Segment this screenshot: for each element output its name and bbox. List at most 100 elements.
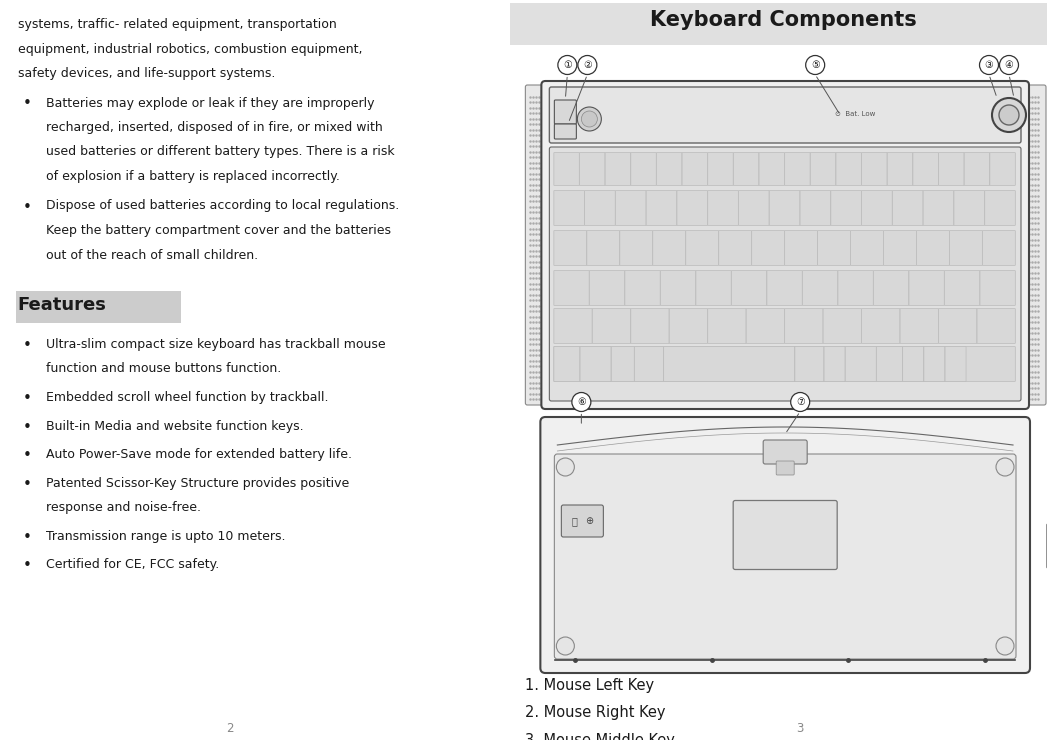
FancyBboxPatch shape <box>900 346 958 382</box>
FancyBboxPatch shape <box>634 346 664 382</box>
FancyBboxPatch shape <box>696 271 731 306</box>
Text: •: • <box>23 558 31 573</box>
Text: Keep the battery compartment cover and the batteries: Keep the battery compartment cover and t… <box>46 224 391 237</box>
FancyBboxPatch shape <box>985 190 1016 226</box>
FancyBboxPatch shape <box>540 417 1030 673</box>
FancyBboxPatch shape <box>795 346 824 382</box>
Text: response and noise-free.: response and noise-free. <box>46 501 201 514</box>
FancyBboxPatch shape <box>586 230 620 266</box>
Text: Auto Power-Save mode for extended battery life.: Auto Power-Save mode for extended batter… <box>46 448 352 461</box>
Text: ②: ② <box>583 60 592 70</box>
FancyBboxPatch shape <box>579 152 605 186</box>
FancyBboxPatch shape <box>909 271 944 306</box>
FancyBboxPatch shape <box>708 309 747 343</box>
FancyBboxPatch shape <box>733 500 838 570</box>
Text: 3. Mouse Middle Key: 3. Mouse Middle Key <box>526 733 675 740</box>
FancyBboxPatch shape <box>554 100 576 124</box>
Circle shape <box>790 392 809 411</box>
FancyBboxPatch shape <box>938 309 977 343</box>
Circle shape <box>996 637 1013 655</box>
FancyBboxPatch shape <box>784 230 818 266</box>
FancyBboxPatch shape <box>561 505 603 537</box>
Circle shape <box>581 111 598 127</box>
FancyBboxPatch shape <box>652 230 686 266</box>
Text: Embedded scroll wheel function by trackball.: Embedded scroll wheel function by trackb… <box>46 391 329 404</box>
Text: ④: ④ <box>1005 60 1013 70</box>
FancyBboxPatch shape <box>903 346 923 382</box>
Text: ⑦: ⑦ <box>796 397 804 407</box>
Text: ①: ① <box>563 60 572 70</box>
FancyBboxPatch shape <box>977 309 1016 343</box>
FancyBboxPatch shape <box>954 190 984 226</box>
Circle shape <box>577 107 601 131</box>
Circle shape <box>999 105 1019 125</box>
FancyBboxPatch shape <box>16 291 181 323</box>
Text: •: • <box>23 200 31 215</box>
Text: Built-in Media and website function keys.: Built-in Media and website function keys… <box>46 420 304 432</box>
Text: Keyboard Components: Keyboard Components <box>650 10 917 30</box>
Text: 2. Mouse Right Key: 2. Mouse Right Key <box>526 705 666 721</box>
FancyBboxPatch shape <box>747 309 784 343</box>
FancyBboxPatch shape <box>923 346 944 382</box>
FancyBboxPatch shape <box>661 271 695 306</box>
Circle shape <box>578 56 597 75</box>
Text: ⑤: ⑤ <box>810 60 820 70</box>
FancyBboxPatch shape <box>686 230 718 266</box>
FancyBboxPatch shape <box>802 271 838 306</box>
FancyBboxPatch shape <box>810 152 836 186</box>
FancyBboxPatch shape <box>843 346 899 382</box>
FancyBboxPatch shape <box>732 271 766 306</box>
Circle shape <box>572 392 591 411</box>
FancyBboxPatch shape <box>862 309 899 343</box>
FancyBboxPatch shape <box>752 230 784 266</box>
FancyBboxPatch shape <box>616 190 646 226</box>
FancyBboxPatch shape <box>982 230 1016 266</box>
FancyBboxPatch shape <box>526 85 548 405</box>
Text: •: • <box>23 530 31 545</box>
FancyBboxPatch shape <box>759 152 784 186</box>
FancyBboxPatch shape <box>824 346 845 382</box>
FancyBboxPatch shape <box>554 309 593 343</box>
FancyBboxPatch shape <box>876 346 903 382</box>
FancyBboxPatch shape <box>776 461 795 475</box>
FancyBboxPatch shape <box>669 309 708 343</box>
Text: Batteries may explode or leak if they are improperly: Batteries may explode or leak if they ar… <box>46 96 375 110</box>
FancyBboxPatch shape <box>682 152 708 186</box>
Text: 3: 3 <box>797 722 804 735</box>
FancyBboxPatch shape <box>923 190 954 226</box>
FancyBboxPatch shape <box>945 346 966 382</box>
FancyBboxPatch shape <box>784 309 823 343</box>
FancyBboxPatch shape <box>611 346 634 382</box>
FancyBboxPatch shape <box>580 346 611 382</box>
FancyBboxPatch shape <box>980 271 1016 306</box>
FancyBboxPatch shape <box>763 440 807 464</box>
FancyBboxPatch shape <box>784 346 842 382</box>
Circle shape <box>556 637 575 655</box>
FancyBboxPatch shape <box>584 190 616 226</box>
Text: •: • <box>23 448 31 463</box>
Text: •: • <box>23 96 31 112</box>
FancyBboxPatch shape <box>727 346 784 382</box>
FancyBboxPatch shape <box>554 152 579 186</box>
Text: Dispose of used batteries according to local regulations.: Dispose of used batteries according to l… <box>46 200 399 212</box>
Circle shape <box>556 458 575 476</box>
FancyBboxPatch shape <box>850 230 884 266</box>
FancyBboxPatch shape <box>964 152 989 186</box>
FancyBboxPatch shape <box>625 271 661 306</box>
Text: equipment, industrial robotics, combustion equipment,: equipment, industrial robotics, combusti… <box>18 42 362 56</box>
FancyBboxPatch shape <box>554 230 586 266</box>
FancyBboxPatch shape <box>708 152 733 186</box>
Circle shape <box>996 458 1013 476</box>
FancyBboxPatch shape <box>873 271 909 306</box>
Text: function and mouse buttons function.: function and mouse buttons function. <box>46 363 282 375</box>
FancyBboxPatch shape <box>708 190 738 226</box>
FancyBboxPatch shape <box>836 152 862 186</box>
Text: used batteries or different battery types. There is a risk: used batteries or different battery type… <box>46 146 395 158</box>
FancyBboxPatch shape <box>887 152 913 186</box>
FancyBboxPatch shape <box>677 190 708 226</box>
FancyBboxPatch shape <box>913 152 938 186</box>
FancyBboxPatch shape <box>620 230 652 266</box>
Text: ③: ③ <box>984 60 994 70</box>
FancyBboxPatch shape <box>838 271 873 306</box>
FancyBboxPatch shape <box>823 309 862 343</box>
